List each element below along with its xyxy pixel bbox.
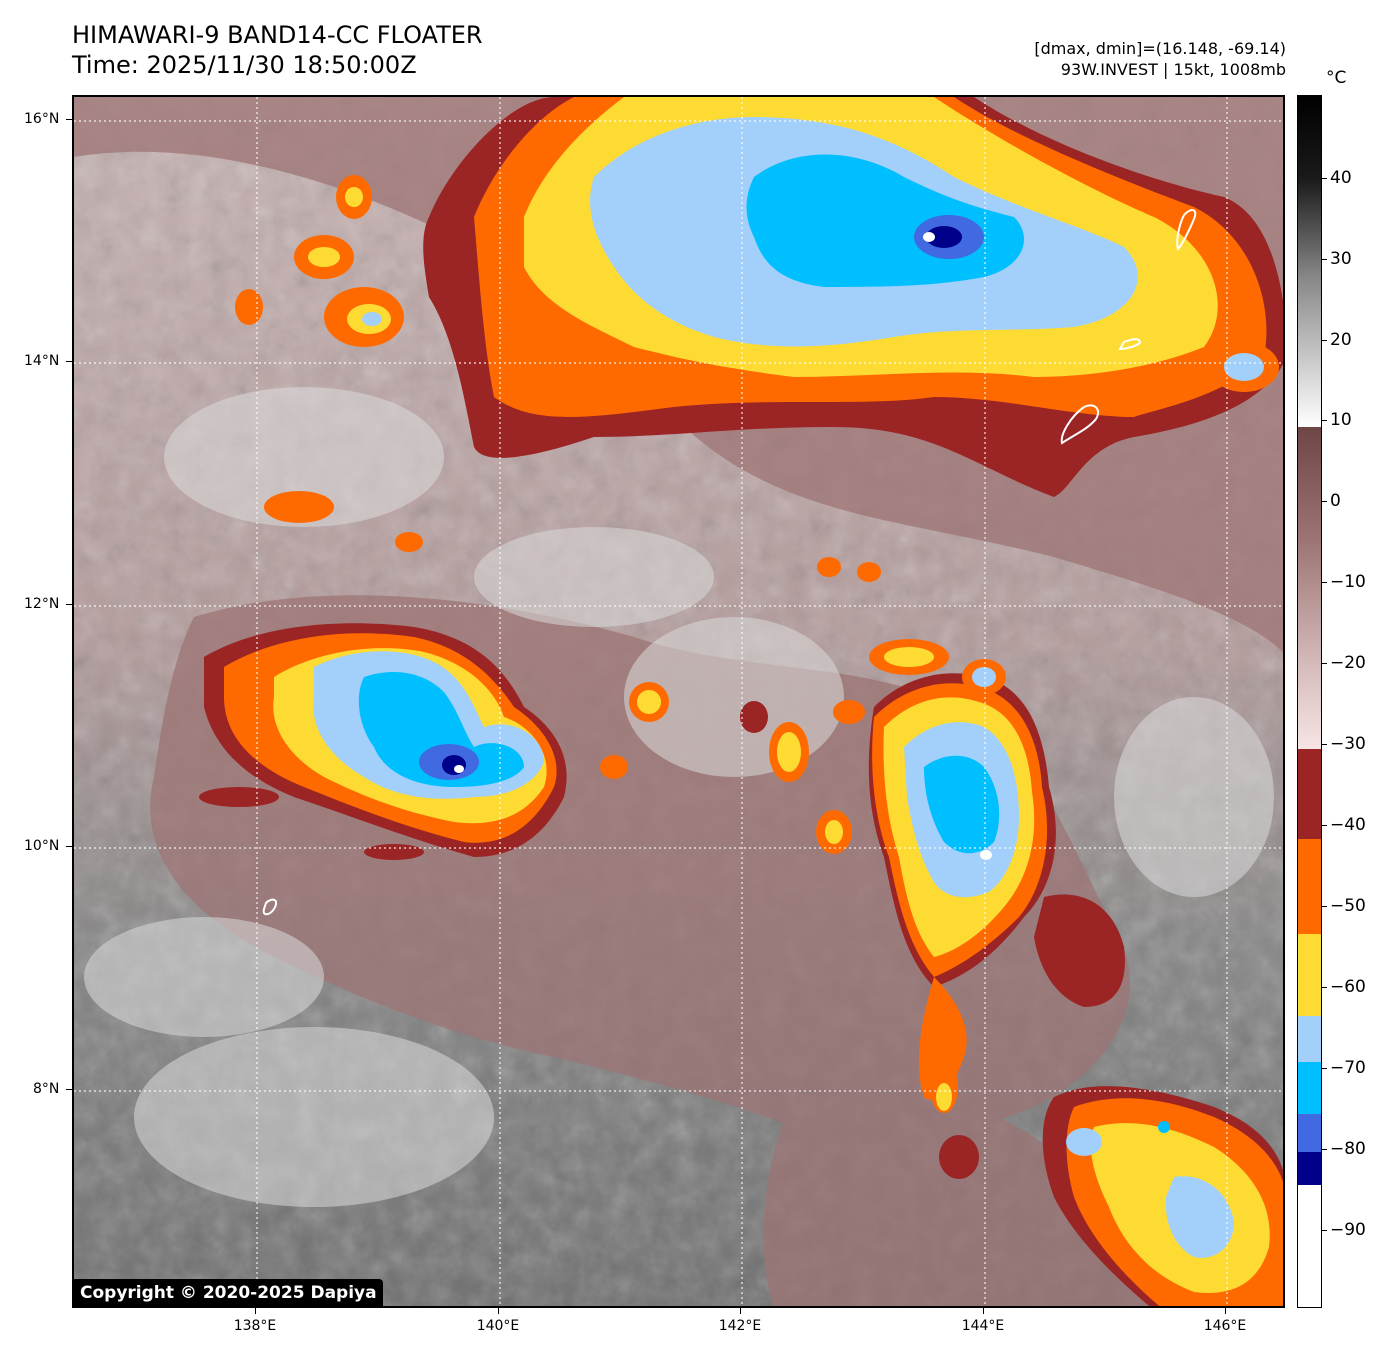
lon-label-140e: 140°E: [476, 1318, 520, 1334]
colorbar-label-minus70: −70: [1330, 1058, 1366, 1078]
colorbar-label-minus60: −60: [1330, 977, 1366, 997]
west-convective-cluster: [204, 623, 567, 857]
lon-label-138e: 138°E: [233, 1318, 277, 1334]
lat-tick: [66, 604, 72, 605]
coastlines: [262, 209, 1197, 916]
colorbar-tick: [1322, 987, 1327, 988]
chart-title: HIMAWARI-9 BAND14-CC FLOATER Time: 2025/…: [72, 20, 483, 80]
title-time: Time: 2025/11/30 18:50:00Z: [72, 51, 417, 79]
lon-tick: [255, 1308, 256, 1314]
colorbar-tick: [1322, 663, 1327, 664]
dmax-dmin-text: [dmax, dmin]=(16.148, -69.14): [1034, 39, 1286, 58]
colorbar-tick: [1322, 501, 1327, 502]
lat-tick: [66, 1089, 72, 1090]
colorbar-label-minus50: −50: [1330, 896, 1366, 916]
colorbar-tick: [1322, 420, 1327, 421]
lat-label-16n: 16°N: [24, 111, 60, 127]
colorbar-label-20: 20: [1330, 330, 1352, 350]
colorbar-tick: [1322, 340, 1327, 341]
lon-label-142e: 142°E: [718, 1318, 762, 1334]
colorbar-tick: [1322, 582, 1327, 583]
lat-tick: [66, 846, 72, 847]
colorbar-tick: [1322, 1149, 1327, 1150]
lat-label-8n: 8°N: [33, 1081, 60, 1097]
lat-label-14n: 14°N: [24, 353, 60, 369]
title-satellite: HIMAWARI-9 BAND14-CC FLOATER: [72, 21, 483, 49]
colorbar-label-10: 10: [1330, 410, 1352, 430]
east-convective-cluster: [868, 659, 1125, 1100]
north-convective-cluster: [423, 97, 1283, 497]
colorbar-label-minus10: −10: [1330, 572, 1366, 592]
colorbar-tick: [1322, 906, 1327, 907]
colorbar-label-minus20: −20: [1330, 653, 1366, 673]
colorbar-label-minus90: −90: [1330, 1220, 1366, 1240]
colorbar-unit: °C: [1326, 68, 1347, 88]
lat-tick: [66, 119, 72, 120]
lon-label-146e: 146°E: [1203, 1318, 1247, 1334]
map-imagery: [74, 97, 1283, 1306]
light-cloud-patches: [84, 387, 1274, 1207]
lon-label-144e: 144°E: [961, 1318, 1005, 1334]
lat-label-10n: 10°N: [24, 838, 60, 854]
satellite-map: Copyright © 2020-2025 Dapiya: [72, 95, 1285, 1308]
southeast-convective-cluster: [1042, 1086, 1283, 1306]
colorbar-label-minus40: −40: [1330, 815, 1366, 835]
colorbar-tick: [1322, 1068, 1327, 1069]
lat-tick: [66, 361, 72, 362]
colorbar-tick: [1322, 259, 1327, 260]
colorbar-tick: [1322, 825, 1327, 826]
gridlines: [74, 97, 1283, 1306]
lon-tick: [983, 1308, 984, 1314]
colorbar-label-0: 0: [1330, 491, 1341, 511]
storm-info: [dmax, dmin]=(16.148, -69.14) 93W.INVEST…: [1034, 38, 1286, 80]
colorbar-gradient: [1298, 96, 1321, 1307]
storm-id-text: 93W.INVEST | 15kt, 1008mb: [1060, 60, 1286, 79]
lon-tick: [740, 1308, 741, 1314]
colorbar: [1297, 95, 1322, 1308]
colorbar-label-40: 40: [1330, 168, 1352, 188]
copyright-badge: Copyright © 2020-2025 Dapiya: [74, 1279, 383, 1306]
colorbar-label-30: 30: [1330, 249, 1352, 269]
lon-tick: [498, 1308, 499, 1314]
scattered-cells: [199, 175, 979, 1179]
colorbar-label-minus80: −80: [1330, 1139, 1366, 1159]
lon-tick: [1225, 1308, 1226, 1314]
colorbar-tick: [1322, 744, 1327, 745]
colorbar-label-minus30: −30: [1330, 734, 1366, 754]
lat-label-12n: 12°N: [24, 596, 60, 612]
colorbar-tick: [1322, 178, 1327, 179]
colorbar-tick: [1322, 1230, 1327, 1231]
